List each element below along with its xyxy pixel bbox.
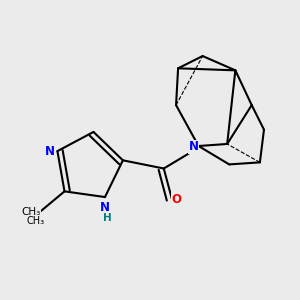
- Text: N: N: [189, 140, 199, 153]
- Text: CH₃: CH₃: [21, 207, 40, 217]
- Text: N: N: [45, 145, 55, 158]
- Text: N: N: [100, 201, 110, 214]
- Text: CH₃: CH₃: [26, 216, 44, 226]
- Text: H: H: [103, 213, 111, 223]
- Text: O: O: [172, 193, 182, 206]
